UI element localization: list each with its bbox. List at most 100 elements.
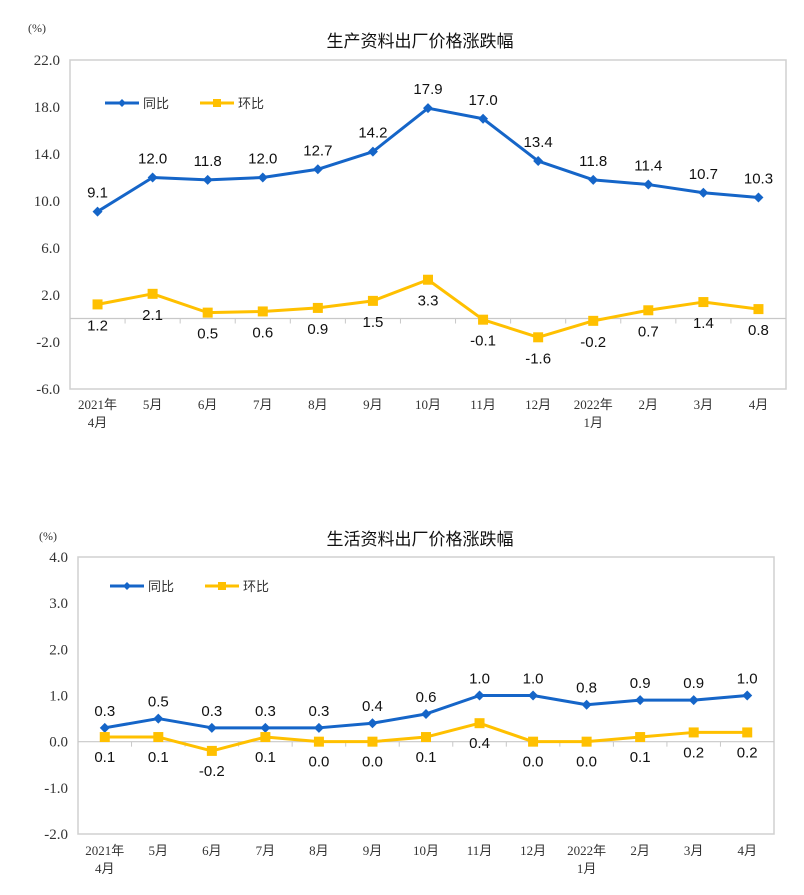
y-tick-label: -1.0 (44, 781, 68, 797)
data-point-square (367, 295, 378, 306)
data-point-diamond (643, 179, 654, 190)
x-tick-label: 8月 (309, 843, 329, 858)
data-label: 0.9 (307, 321, 328, 338)
data-label: 1.0 (469, 671, 490, 688)
y-tick-label: 14.0 (34, 147, 60, 163)
y-tick-label: 2.0 (41, 288, 60, 304)
data-label: 0.3 (308, 703, 329, 720)
x-tick-label-line: 1月 (577, 861, 597, 876)
y-tick-label: 3.0 (49, 596, 68, 612)
data-point-square (533, 332, 544, 343)
data-label: 9.1 (87, 185, 108, 202)
data-label: 10.3 (744, 170, 773, 187)
x-tick-label-line: 5月 (143, 397, 163, 412)
data-label: 2.1 (142, 307, 163, 324)
data-label: -0.2 (580, 334, 606, 351)
data-label: 17.0 (468, 92, 497, 109)
x-tick-label: 6月 (198, 397, 218, 412)
data-point-diamond (474, 690, 485, 701)
x-tick-label-line: 2021年 (78, 397, 117, 412)
data-label: 0.3 (94, 703, 115, 720)
x-tick-label: 9月 (363, 397, 383, 412)
data-point-diamond (92, 206, 103, 217)
data-label: 12.0 (138, 151, 167, 168)
y-tick-label: -2.0 (44, 827, 68, 843)
data-label: 0.9 (683, 675, 704, 692)
data-point-diamond (753, 192, 764, 203)
chart-2: 生活资料出厂价格涨跌幅 (%) 4.0 3.0 2.0 1.0 0.0 -1.0 -2.0 202… (39, 529, 775, 876)
data-label: 14.2 (358, 125, 387, 142)
data-label: 1.2 (87, 317, 108, 334)
data-label: 1.4 (693, 315, 714, 332)
x-tick-label: 2021年 4月 (85, 843, 124, 876)
data-point-square (367, 736, 378, 747)
legend-label: 同比 (143, 97, 169, 112)
x-tick-label: 2021年 4月 (78, 397, 117, 430)
data-label: 0.6 (416, 689, 437, 706)
x-tick-label-line: 5月 (149, 843, 169, 858)
data-label: 0.1 (630, 749, 651, 766)
x-tick-label-line: 7月 (253, 397, 273, 412)
data-point-square (147, 288, 158, 299)
y-tick-label: 22.0 (34, 53, 60, 69)
x-tick-label-line: 11月 (470, 397, 496, 412)
data-point-square (99, 732, 110, 743)
x-tick-label-line: 1月 (583, 415, 603, 430)
data-point-square (581, 736, 592, 747)
data-point-diamond (313, 722, 324, 733)
data-point-diamond (99, 722, 110, 733)
legend-label: 环比 (238, 97, 264, 112)
legend-label: 同比 (148, 580, 174, 595)
data-point-diamond (528, 690, 539, 701)
x-tick-label-line: 12月 (520, 843, 546, 858)
data-label: 0.0 (523, 754, 544, 771)
x-tick-label-line: 2022年 (567, 843, 606, 858)
data-label: 11.8 (579, 153, 607, 170)
x-tick-label: 2月 (639, 397, 659, 412)
data-label: 0.5 (148, 694, 169, 711)
x-tick-label: 12月 (520, 843, 546, 858)
data-label: 0.9 (630, 675, 651, 692)
data-label: 0.3 (201, 703, 222, 720)
data-label: 0.1 (148, 749, 169, 766)
x-tick-label: 2022年 1月 (574, 397, 613, 430)
x-tick-label-line: 2月 (639, 397, 659, 412)
data-label: 1.0 (737, 671, 758, 688)
data-point-diamond (421, 708, 431, 719)
data-label: -0.2 (199, 763, 225, 780)
x-tick-label-line: 11月 (467, 843, 493, 858)
y-tick-label: -6.0 (36, 382, 60, 398)
data-label: 0.4 (362, 698, 383, 715)
data-point-diamond (635, 695, 646, 706)
data-point-diamond (257, 172, 268, 183)
x-tick-label: 3月 (694, 397, 714, 412)
y-tick-label: -2.0 (36, 335, 60, 351)
data-label: 0.0 (308, 754, 329, 771)
y-tick-label: 6.0 (41, 241, 60, 257)
data-point-diamond (147, 172, 158, 183)
x-tick-label-line: 6月 (198, 397, 218, 412)
x-tick-label-line: 9月 (363, 843, 383, 858)
x-tick-label-line: 3月 (694, 397, 714, 412)
x-tick-label: 5月 (149, 843, 169, 858)
data-label: 0.7 (638, 323, 659, 340)
data-label: -0.1 (470, 333, 496, 350)
data-point-square (257, 306, 268, 317)
data-point-square (153, 732, 164, 743)
data-label: 11.8 (194, 153, 222, 170)
data-point-square (421, 732, 431, 743)
data-point-diamond (698, 187, 709, 198)
data-point-square (588, 315, 599, 326)
data-label: 0.1 (94, 749, 115, 766)
plot-area (77, 556, 775, 835)
y-tick-label: 2.0 (49, 642, 68, 658)
data-point-diamond (367, 146, 378, 157)
x-tick-label: 4月 (749, 397, 769, 412)
data-label: 0.5 (197, 326, 218, 343)
data-label: 3.3 (418, 293, 439, 310)
data-point-diamond (588, 174, 599, 185)
x-tick-label: 7月 (253, 397, 273, 412)
legend-marker-diamond (118, 99, 126, 107)
legend-marker-diamond (123, 582, 131, 590)
